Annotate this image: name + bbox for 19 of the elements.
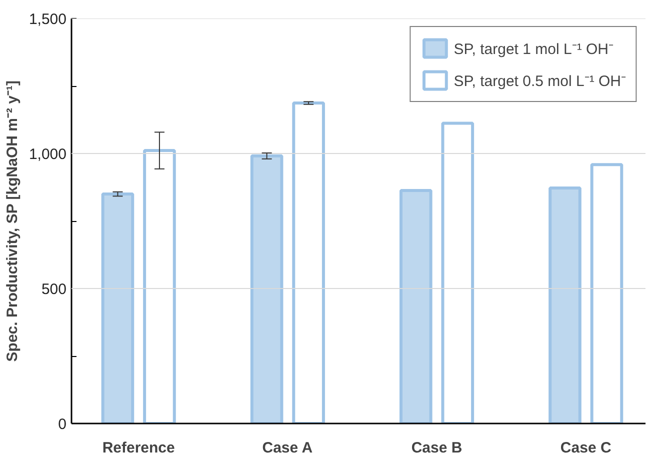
y-tick-label: 1,500 — [28, 11, 67, 28]
y-axis-title: Spec. Productivity, SP [kgNaOH m⁻² y⁻¹] — [4, 80, 21, 362]
legend-label: SP, target 0.5 mol L⁻¹ OH⁻ — [454, 72, 626, 90]
bar — [101, 192, 134, 424]
x-tick-label: Reference — [102, 440, 175, 456]
y-tick-label: 1,000 — [28, 146, 67, 163]
x-tick-label: Case C — [560, 440, 612, 456]
x-tick-label: Case A — [262, 440, 313, 456]
bar — [590, 163, 624, 424]
bar — [548, 186, 582, 424]
bar — [292, 102, 325, 424]
legend-label: SP, target 1 mol L⁻¹ OH⁻ — [454, 40, 614, 58]
y-tick-label: 0 — [58, 416, 66, 433]
bar — [441, 122, 474, 424]
y-tick-label: 500 — [41, 281, 67, 298]
bar — [250, 154, 284, 424]
bar — [399, 188, 432, 424]
x-tick-label: Case B — [411, 440, 462, 456]
bar — [143, 149, 176, 424]
